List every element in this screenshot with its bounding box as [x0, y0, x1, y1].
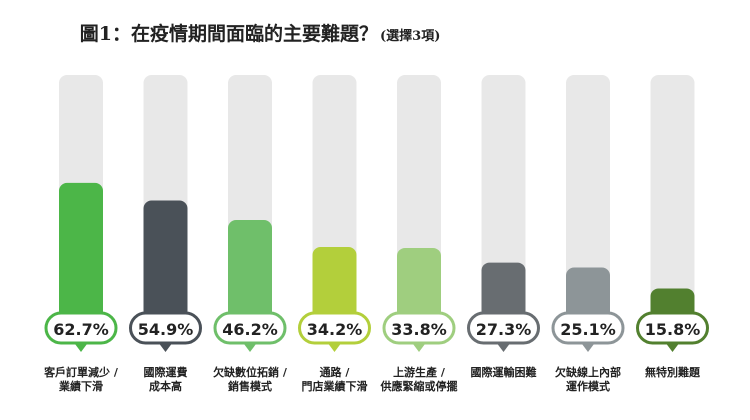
category-label: 通路 / [320, 365, 351, 379]
data-label: 34.2% [307, 320, 363, 339]
category-label: 欠缺線上內部 [555, 365, 621, 379]
bar [397, 247, 441, 330]
bar [59, 182, 103, 330]
category-label: 供應緊縮或停擺 [380, 379, 458, 393]
category-label: 無特別難題 [645, 365, 701, 379]
category-label: 成本高 [149, 379, 182, 393]
bar-track [650, 75, 695, 330]
value-badge [213, 311, 287, 345]
category-label: 銷售模式 [228, 379, 272, 393]
category-label: 國際運費 [144, 365, 188, 379]
bar [228, 220, 272, 330]
value-badge [467, 311, 540, 345]
data-label: 27.3% [476, 320, 532, 339]
data-label: 25.1% [560, 320, 616, 339]
data-label: 54.9% [138, 320, 194, 339]
category-label: 門店業績下滑 [302, 379, 368, 393]
category-label: 上游生產 / [393, 365, 446, 379]
value-badge [551, 311, 625, 345]
category-label: 客戶訂單減少 / [43, 365, 119, 379]
data-label: 46.2% [222, 320, 278, 339]
chart-subtitle: (選擇3項) [380, 28, 440, 44]
value-badge [44, 311, 118, 345]
value-badge [382, 311, 456, 345]
bar [143, 200, 188, 330]
data-label: 62.7% [53, 320, 109, 339]
value-badge [129, 311, 202, 345]
category-label: 國際運輸困難 [471, 365, 537, 379]
value-badge [298, 311, 371, 345]
category-label: 業績下滑 [58, 379, 103, 393]
value-badges: 62.7% 54.9% 46.2% 34.2% 33.8% 27.3% 25.1% 15.8% [44, 311, 709, 352]
value-badge [636, 311, 709, 345]
bar [312, 247, 357, 330]
chart-title: 圖1：在疫情期間面臨的主要難題？ [80, 22, 378, 45]
data-label: 33.8% [391, 320, 447, 339]
category-label: 欠缺數位拓銷 / [213, 365, 288, 379]
category-label: 運作模式 [566, 379, 610, 393]
data-label: 15.8% [645, 320, 701, 339]
bar-track [566, 75, 610, 330]
